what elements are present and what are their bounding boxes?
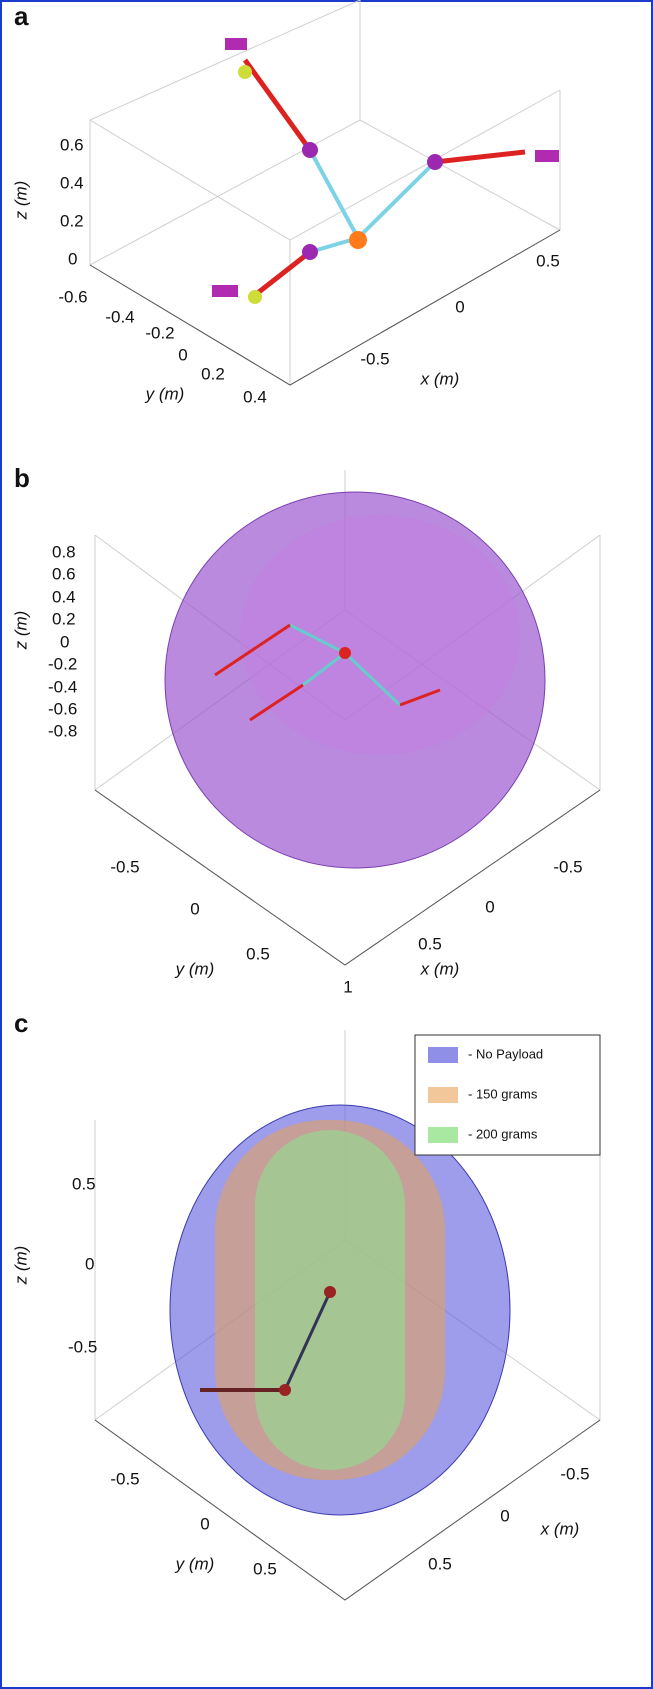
- z-tick-label: 0: [68, 249, 77, 268]
- z-axis-label: z (m): [11, 611, 30, 651]
- panel-label: c: [14, 1008, 28, 1038]
- x-tick-label: -0.5: [560, 1464, 589, 1483]
- panel-a-plot: [89, 0, 561, 386]
- legend-swatch: [428, 1047, 458, 1063]
- z-tick-label: -0.5: [68, 1337, 97, 1356]
- x-tick-label: 0: [485, 897, 494, 916]
- x-axis-label: x (m): [420, 369, 460, 388]
- y-axis-label: y (m): [175, 1554, 215, 1573]
- z-tick-label: 0.6: [52, 564, 76, 583]
- legend-entry: - No Payload: [468, 1046, 543, 1061]
- z-tick-label: 0: [60, 632, 69, 651]
- z-tick-label: 0.4: [52, 587, 76, 606]
- y-tick-label: 0: [200, 1514, 209, 1533]
- panel-b-plot: [94, 470, 601, 966]
- x-tick-label: 0.5: [418, 934, 442, 953]
- legend-entry: - 150 grams: [468, 1086, 538, 1101]
- y-axis-label: y (m): [145, 384, 185, 403]
- z-tick-label: -0.4: [48, 677, 77, 696]
- x-tick-label: 0: [455, 297, 464, 316]
- y-tick-label: 0: [190, 899, 199, 918]
- z-tick-label: -0.2: [48, 654, 77, 673]
- y-tick-label: -0.6: [58, 287, 87, 306]
- y-tick-label: -0.4: [105, 307, 134, 326]
- x-tick-label: 0.5: [536, 251, 560, 270]
- x-axis-label: x (m): [420, 959, 460, 978]
- z-tick-label: -0.8: [48, 721, 77, 740]
- y-tick-label: -0.5: [110, 1469, 139, 1488]
- x-tick-label: 0: [500, 1506, 509, 1525]
- x-tick-label: 0.5: [428, 1554, 452, 1573]
- y-tick-label: 0.4: [243, 387, 267, 406]
- y-tick-label: 0.5: [246, 944, 270, 963]
- panel-label: b: [14, 463, 30, 493]
- z-axis-label: z (m): [11, 1246, 30, 1286]
- z-tick-label: 0.8: [52, 542, 76, 561]
- y-tick-label: -0.5: [110, 857, 139, 876]
- y-tick-label: 0.5: [253, 1559, 277, 1578]
- panel-label: a: [14, 1, 29, 31]
- x-tick-label: -0.5: [553, 857, 582, 876]
- y-tick-label: 0.2: [201, 364, 225, 383]
- panel-c-plot: [94, 1030, 601, 1601]
- z-tick-label: 0: [85, 1254, 94, 1273]
- z-axis-label: z (m): [11, 181, 30, 221]
- z-tick-label: 0.2: [52, 609, 76, 628]
- legend-swatch: [428, 1127, 458, 1143]
- z-tick-label: 0.2: [60, 211, 84, 230]
- z-tick-label: -0.6: [48, 699, 77, 718]
- x-axis-label: x (m): [540, 1519, 580, 1538]
- z-tick-label: 0.5: [72, 1174, 96, 1193]
- z-tick-label: 0.4: [60, 173, 84, 192]
- y-tick-label: -0.2: [145, 323, 174, 342]
- legend-entry: - 200 grams: [468, 1126, 538, 1141]
- x-tick-label: 1: [343, 977, 352, 996]
- x-tick-label: -0.5: [360, 349, 389, 368]
- legend-swatch: [428, 1087, 458, 1103]
- y-tick-label: 0: [178, 345, 187, 364]
- y-axis-label: y (m): [175, 959, 215, 978]
- z-tick-label: 0.6: [60, 135, 84, 154]
